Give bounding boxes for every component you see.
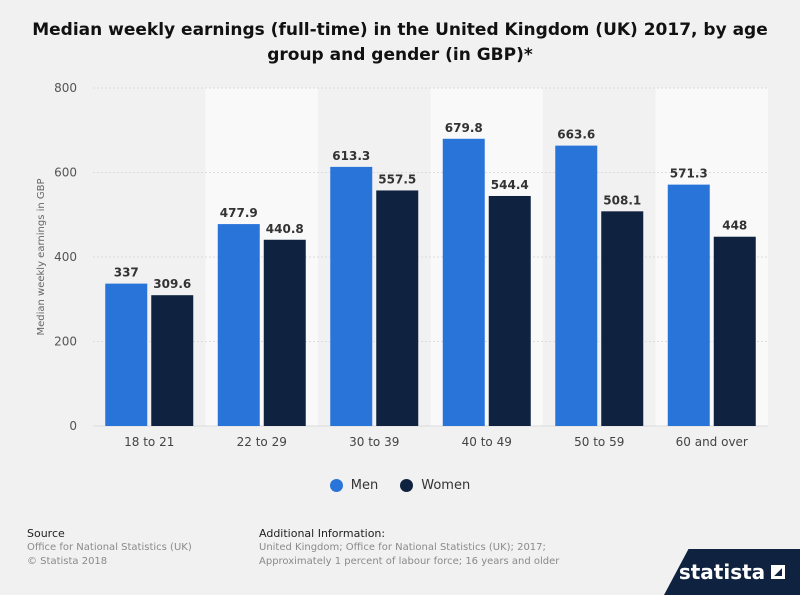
bar-men: [105, 283, 148, 426]
copyright-text: © Statista 2018: [27, 556, 108, 567]
bar-men: [217, 224, 260, 426]
x-tick-label: 40 to 49: [462, 435, 512, 449]
data-label: 337: [114, 266, 139, 280]
x-tick-label: 18 to 21: [124, 435, 174, 449]
bar-chart: 0 200 400 600 800 Median weekly earnings in G…: [36, 81, 768, 449]
bar-women: [376, 190, 419, 426]
bar-men: [555, 145, 598, 426]
additional-info-line-2: Approximately 1 percent of labour force;…: [259, 556, 560, 567]
bar-men: [667, 184, 710, 426]
statista-wordmark: statista: [678, 560, 766, 584]
data-label: 557.5: [378, 172, 416, 186]
data-label: 477.9: [220, 206, 258, 220]
y-tick-label: 400: [54, 250, 77, 264]
source-block: Source Office for National Statistics (U…: [27, 527, 192, 569]
legend-item-men[interactable]: Men: [329, 478, 379, 493]
y-axis-label: Median weekly earnings in GBP: [36, 178, 47, 335]
data-label: 508.1: [603, 193, 641, 207]
legend-label-men: Men: [350, 478, 379, 493]
x-tick-label: 30 to 39: [349, 435, 399, 449]
bar-women: [713, 236, 756, 426]
data-label: 440.8: [266, 222, 304, 236]
additional-info-block: Additional Information: United Kingdom; …: [259, 527, 559, 569]
data-label: 613.3: [332, 149, 370, 163]
data-label: 309.6: [153, 277, 191, 291]
x-tick-label: 60 and over: [676, 435, 748, 449]
bar-men: [330, 166, 373, 427]
data-label: 544.4: [491, 178, 529, 192]
bar-men: [442, 138, 485, 427]
bar-women: [601, 211, 644, 426]
y-tick-label: 600: [54, 166, 77, 180]
source-heading: Source: [27, 527, 65, 540]
x-tick-label: 50 to 59: [574, 435, 624, 449]
y-tick-label: 0: [69, 419, 77, 433]
data-label: 663.6: [557, 128, 595, 142]
x-tick-label: 22 to 29: [237, 435, 287, 449]
y-tick-label: 200: [54, 335, 77, 349]
data-label: 571.3: [670, 167, 708, 181]
legend-dot-men: [329, 479, 343, 492]
statista-icon: [771, 565, 786, 579]
legend-item-women[interactable]: Women: [400, 478, 470, 493]
legend-dot-women: [400, 479, 414, 492]
y-tick-label: 800: [54, 81, 77, 95]
chart-title: Median weekly earnings (full-time) in th…: [32, 20, 768, 65]
additional-info-line-1: United Kingdom; Office for National Stat…: [259, 542, 546, 553]
chart-legend: Men Women: [0, 478, 800, 493]
bar-women: [488, 195, 531, 426]
bar-women: [263, 239, 306, 426]
data-label: 679.8: [445, 121, 483, 135]
source-link[interactable]: Office for National Statistics (UK): [27, 542, 192, 553]
legend-label-women: Women: [421, 478, 471, 493]
statista-logo[interactable]: statista: [664, 549, 800, 595]
data-label: 448: [722, 219, 747, 233]
bar-women: [151, 295, 194, 426]
additional-info-heading: Additional Information:: [259, 527, 386, 540]
